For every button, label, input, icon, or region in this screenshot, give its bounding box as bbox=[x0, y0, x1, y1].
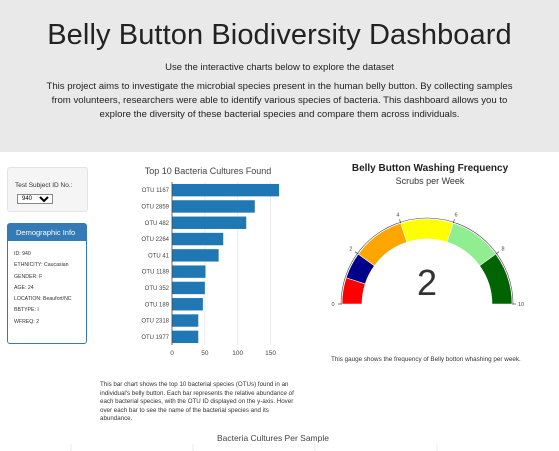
gauge-tick-label: 6 bbox=[455, 213, 458, 219]
bar-mark[interactable] bbox=[172, 183, 280, 197]
subject-selector-well: Test Subject ID No.: 940 bbox=[7, 167, 88, 212]
gauge-subtitle: Scrubs per Week bbox=[395, 176, 465, 186]
bar-y-tick-label: OTU 2318 bbox=[141, 319, 169, 325]
bar-mark[interactable] bbox=[172, 249, 219, 262]
bar-chart-title: Top 10 Bacteria Cultures Found bbox=[145, 166, 272, 176]
bubble-chart-title: Bacteria Cultures Per Sample bbox=[217, 433, 329, 443]
bar-y-tick-label: OTU 1189 bbox=[142, 270, 170, 276]
top10-bar-chart[interactable]: Top 10 Bacteria Cultures Found 0 50 100 150… bbox=[95, 160, 295, 360]
demo-item-gender: GENDER: F bbox=[14, 273, 43, 280]
bar-mark[interactable] bbox=[172, 314, 199, 327]
gauge-caption: This gauge shows the frequency of Belly … bbox=[331, 356, 521, 363]
demo-item-age: AGE: 24 bbox=[14, 284, 34, 291]
demo-item-ethnicity: ETHNICITY: Caucasian bbox=[14, 262, 69, 269]
header-jumbotron: Belly Button Biodiversity Dashboard Use … bbox=[0, 0, 559, 152]
gauge-value: 2 bbox=[417, 262, 437, 303]
demographic-panel-title: Demographic Info bbox=[8, 224, 86, 241]
gauge-tick-label: 10 bbox=[518, 302, 524, 308]
bar-x-tick-label: 100 bbox=[232, 350, 243, 357]
bar-y-tick-label: OTU 189 bbox=[145, 302, 170, 308]
gauge-tick-label: 8 bbox=[502, 247, 505, 253]
bar-mark[interactable] bbox=[172, 232, 224, 246]
gauge-band bbox=[357, 222, 408, 267]
bar-y-tick-label: OTU 1977 bbox=[141, 335, 169, 341]
gauge-tick bbox=[354, 251, 359, 255]
bar-mark[interactable] bbox=[172, 265, 206, 278]
page-title: Belly Button Biodiversity Dashboard bbox=[47, 19, 512, 51]
bar-mark[interactable] bbox=[172, 216, 247, 229]
gauge-band bbox=[479, 253, 513, 305]
gauge-outline bbox=[340, 217, 514, 305]
bar-mark[interactable] bbox=[172, 330, 199, 344]
bar-y-tick-label: OTU 482 bbox=[145, 221, 170, 227]
washing-frequency-gauge[interactable]: 0 2 4 6 8 10 2 bbox=[330, 205, 530, 315]
page-description: This project aims to investigate the mic… bbox=[46, 81, 513, 120]
bar-y-tick-label: OTU 1167 bbox=[142, 188, 170, 194]
gauge-tick bbox=[495, 251, 500, 255]
bar-y-tick-label: OTU 2264 bbox=[141, 237, 169, 243]
demo-item-bbtype: BBTYPE: I bbox=[14, 307, 39, 314]
bar-mark[interactable] bbox=[172, 298, 203, 311]
demo-item-location: LOCATION: Beaufort/NC bbox=[14, 296, 72, 303]
page-lead: Use the interactive charts below to expl… bbox=[165, 62, 394, 73]
bar-y-tick-label: OTU 352 bbox=[145, 286, 170, 292]
demographic-list: ID: 940 ETHNICITY: Caucasian GENDER: F A… bbox=[8, 241, 86, 325]
bar-chart-caption: This bar chart shows the top 10 bacteria… bbox=[100, 381, 294, 423]
subject-id-select[interactable]: 940 bbox=[17, 194, 53, 204]
demographic-panel: Demographic Info ID: 940 ETHNICITY: Cauc… bbox=[7, 223, 87, 344]
bar-mark[interactable] bbox=[172, 281, 205, 295]
gauge-tick-label: 4 bbox=[396, 213, 399, 219]
bar-x-tick-label: 50 bbox=[201, 350, 209, 357]
bar-x-tick-label: 0 bbox=[170, 350, 174, 357]
gauge-tick bbox=[399, 219, 402, 224]
bar-y-tick-label: OTU 41 bbox=[148, 253, 170, 259]
gauge-band bbox=[400, 218, 454, 243]
gauge-tick bbox=[452, 219, 455, 224]
demo-item-wfreq: WFREQ: 2 bbox=[14, 318, 40, 325]
bar-mark[interactable] bbox=[172, 200, 255, 213]
bar-x-tick-label: 150 bbox=[265, 350, 276, 357]
bar-y-tick-label: OTU 2859 bbox=[141, 204, 169, 210]
gauge-tick-label: 2 bbox=[349, 247, 352, 253]
subject-selector-label: Test Subject ID No.: bbox=[15, 182, 73, 189]
gauge-tick-label: 0 bbox=[331, 302, 334, 308]
bubble-chart-area[interactable] bbox=[60, 444, 540, 451]
demo-item-id: ID: 940 bbox=[14, 251, 31, 257]
gauge-title: Belly Button Washing Frequency bbox=[351, 163, 509, 174]
